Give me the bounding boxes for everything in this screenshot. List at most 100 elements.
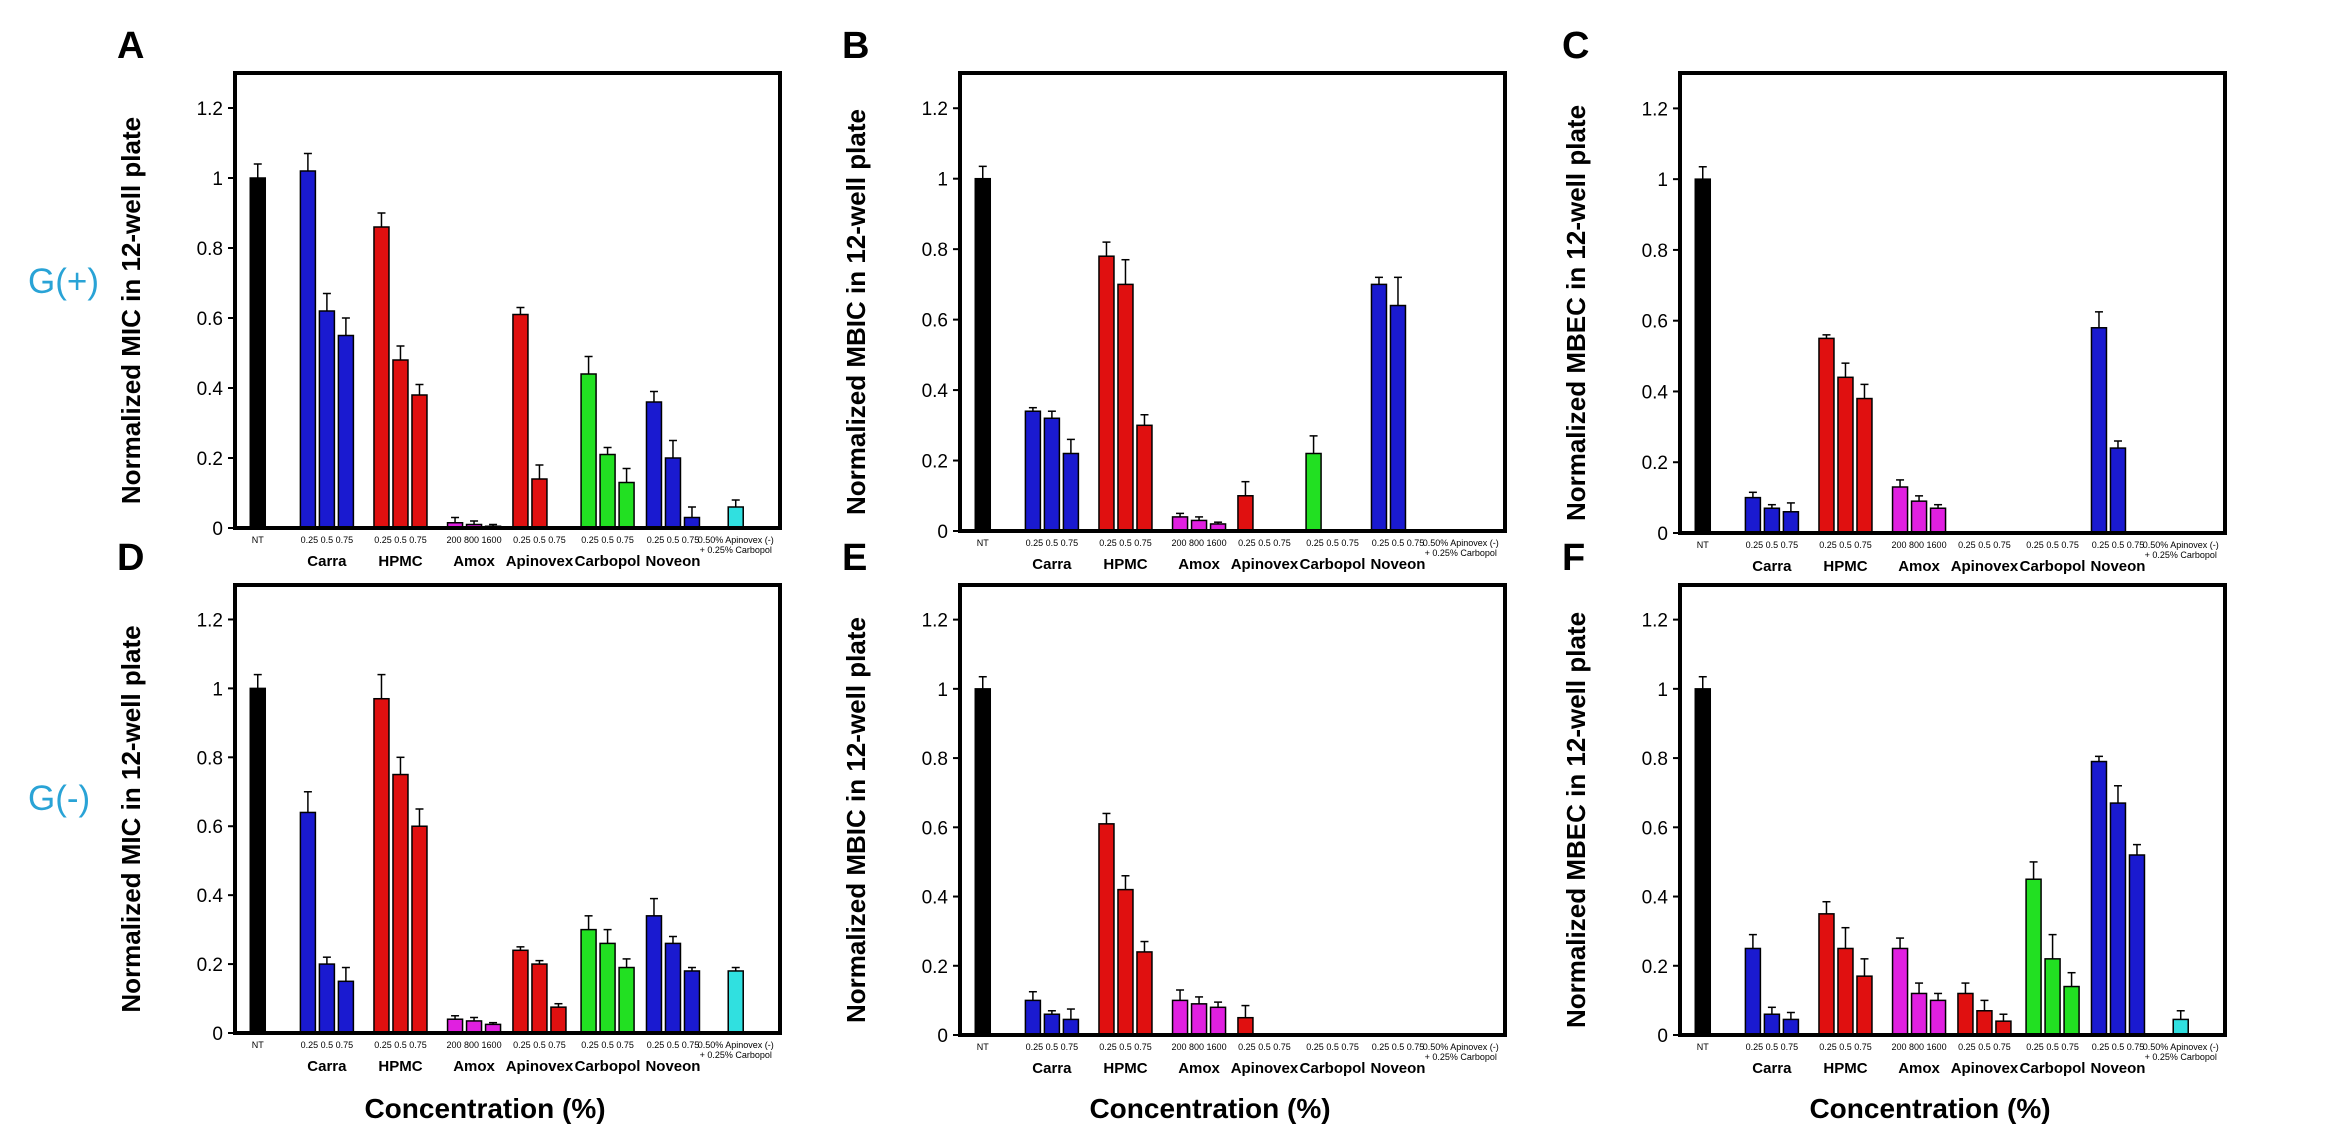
bar [1043, 417, 1061, 532]
panel-b: B Normalized MBIC in 12-well plate 0 0.2 0.4… [841, 25, 1507, 573]
concentration-label: 200 800 1600 [1172, 1042, 1227, 1052]
bar [531, 963, 548, 1034]
bar [392, 359, 409, 529]
bar [1856, 397, 1873, 534]
category-label: Amox [1898, 558, 1940, 575]
y-tick-label: 0.8 [1642, 749, 1668, 770]
panel-letter: B [842, 25, 869, 67]
bar [727, 506, 744, 529]
concentration-label: 0.25 0.5 0.75 [2026, 540, 2079, 550]
y-tick-label: 0.4 [922, 888, 949, 909]
y-tick-label: 0.2 [197, 449, 223, 470]
bar [2090, 760, 2108, 1036]
concentration-label: NT [1697, 540, 1709, 550]
category-label: Apinovex [1231, 556, 1299, 573]
bar [299, 811, 317, 1034]
y-tick-label: 0 [212, 1024, 223, 1045]
bar [1117, 283, 1134, 532]
bar [1098, 255, 1115, 532]
concentration-label-line2: + 0.25% Carbopol [1425, 548, 1497, 558]
bar [1024, 410, 1042, 532]
bar [1763, 1013, 1781, 1036]
concentration-label: 0.25 0.5 0.75 [581, 1040, 634, 1050]
bar [1117, 888, 1134, 1036]
category-label: Carra [1752, 1060, 1792, 1077]
panel-d: D Normalized MIC in 12-well plate 0 0.2 0.4 0… [116, 537, 782, 1075]
bar [411, 394, 428, 529]
concentration-label: 200 800 1600 [1892, 1042, 1947, 1052]
panels: A Normalized MIC in 12-well plate 0 0.2 0.4 0… [116, 25, 2227, 1077]
y-tick-label: 0 [937, 1026, 948, 1047]
y-tick-label: 0.2 [922, 957, 948, 978]
category-label: HPMC [1823, 558, 1867, 575]
y-tick-label: 0.8 [197, 748, 223, 769]
bar [2109, 802, 2127, 1036]
concentration-label-line2: + 0.25% Carbopol [1425, 1052, 1497, 1062]
concentration-label: 0.50% Apinovex (-) [2143, 1042, 2219, 1052]
category-label: Carra [1752, 558, 1792, 575]
y-tick-label: 0.4 [1642, 382, 1669, 403]
y-tick-label: 1 [212, 679, 223, 700]
category-label: Noveon [1370, 556, 1425, 573]
y-tick-label: 0.2 [1642, 453, 1668, 474]
plot-frame [958, 583, 1507, 1037]
bar [580, 373, 597, 529]
panel-letter: A [117, 25, 144, 67]
category-label: Noveon [645, 1058, 700, 1075]
bar [1763, 507, 1781, 534]
y-axis-label: Normalized MBEC in 12-well plate [1561, 105, 1591, 521]
bar [1237, 495, 1254, 532]
bar [337, 980, 355, 1034]
category-label: Apinovex [1951, 1060, 2019, 1077]
category-label: Amox [453, 1058, 495, 1075]
concentration-label: NT [1697, 1042, 1709, 1052]
concentration-label: 0.25 0.5 0.75 [513, 535, 566, 545]
bar [2128, 854, 2146, 1036]
category-label: Noveon [2090, 558, 2145, 575]
y-tick-label: 0.2 [197, 955, 223, 976]
concentration-label: 0.25 0.5 0.75 [1746, 540, 1799, 550]
y-tick-label: 0 [1657, 1026, 1668, 1047]
category-label: Carbopol [575, 553, 641, 570]
bar [373, 697, 390, 1034]
category-label: Amox [1178, 1060, 1220, 1077]
concentration-label: 0.50% Apinovex (-) [698, 535, 774, 545]
concentration-label: NT [252, 535, 264, 545]
bar [1370, 283, 1388, 532]
category-label: HPMC [1823, 1060, 1867, 1077]
bar [1237, 1016, 1254, 1036]
concentration-label: 0.25 0.5 0.75 [1819, 540, 1872, 550]
category-label: Amox [1898, 1060, 1940, 1077]
y-tick-label: 1.2 [197, 610, 223, 631]
category-label: HPMC [378, 553, 422, 570]
category-label: HPMC [378, 1058, 422, 1075]
concentration-label: 0.50% Apinovex (-) [698, 1040, 774, 1050]
bar [1910, 992, 1928, 1036]
bar [1209, 1006, 1227, 1036]
concentration-label: 0.25 0.5 0.75 [1958, 1042, 2011, 1052]
concentration-label: 0.25 0.5 0.75 [1238, 538, 1291, 548]
bar [531, 478, 548, 529]
y-tick-label: 1 [937, 170, 948, 191]
bar [599, 453, 616, 529]
panel-letter: F [1562, 537, 1585, 579]
concentration-label: 0.25 0.5 0.75 [1238, 1042, 1291, 1052]
bar [1976, 1010, 1993, 1036]
bar [2109, 447, 2127, 534]
category-label: Carbopol [575, 1058, 641, 1075]
panel-c: C Normalized MBEC in 12-well plate 0 0.2 0.4… [1561, 25, 2227, 575]
bar [1782, 511, 1800, 534]
y-tick-label: 0 [212, 519, 223, 540]
category-label: Carra [1032, 556, 1072, 573]
panel-letter: C [1562, 25, 1589, 67]
concentration-label: NT [252, 1040, 264, 1050]
concentration-label-line2: + 0.25% Carbopol [2145, 550, 2217, 560]
category-label: Noveon [645, 553, 700, 570]
category-label: Amox [453, 553, 495, 570]
concentration-label: 200 800 1600 [1172, 538, 1227, 548]
category-label: Apinovex [506, 553, 574, 570]
bar [2090, 327, 2108, 534]
bar [512, 949, 529, 1034]
bar [550, 1006, 567, 1034]
